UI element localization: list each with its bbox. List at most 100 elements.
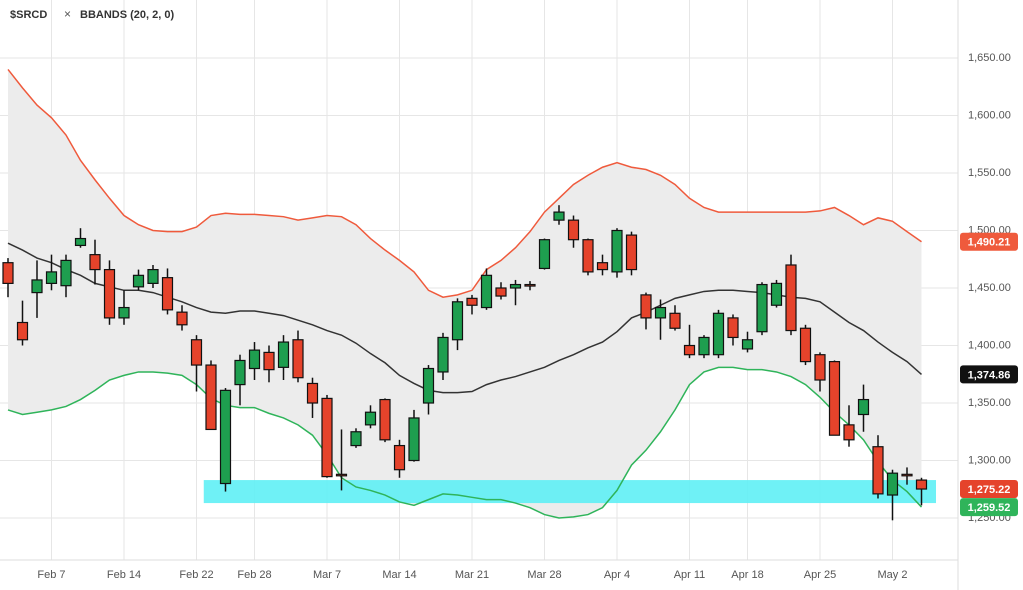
candle-body <box>857 398 870 416</box>
candle-body <box>872 446 884 495</box>
x-tick-label: Feb 14 <box>107 569 141 581</box>
candle-body <box>799 327 812 363</box>
band-fill <box>8 69 922 519</box>
candle-body <box>756 283 768 333</box>
candle-body <box>234 359 246 386</box>
y-tick-label: 1,400.00 <box>968 339 1011 351</box>
candle-body <box>379 398 391 441</box>
candle-body <box>625 234 638 271</box>
candle-body <box>828 361 841 436</box>
x-tick-label: Mar 28 <box>527 569 561 581</box>
indicator-close[interactable]: × <box>64 7 71 21</box>
candle-body <box>698 336 710 356</box>
candle-body <box>640 294 652 319</box>
x-tick-label: Mar 7 <box>313 569 341 581</box>
candle-body <box>712 312 725 356</box>
y-tick-label: 1,350.00 <box>968 397 1011 409</box>
candle-body <box>814 354 826 381</box>
candle-body <box>132 274 145 288</box>
y-tick-label: 1,550.00 <box>968 167 1011 179</box>
candle-body <box>263 351 275 371</box>
candle-body <box>103 268 116 319</box>
candle-body <box>306 382 319 404</box>
candle-body <box>176 311 188 326</box>
candle-body <box>60 259 72 287</box>
last-price-box <box>960 480 1018 499</box>
candle-body <box>118 306 130 319</box>
band-last-label: 1,490.21 <box>968 237 1011 249</box>
candle-body <box>16 321 29 341</box>
x-tick-label: Apr 11 <box>674 569 706 581</box>
candle-body <box>727 317 739 339</box>
candle-body <box>466 297 478 306</box>
x-tick-label: Mar 21 <box>455 569 489 581</box>
y-tick-label: 1,300.00 <box>968 454 1011 466</box>
x-tick-label: Apr 18 <box>731 569 763 581</box>
candle-body <box>89 254 101 271</box>
candle-body <box>408 417 420 462</box>
candle-body <box>611 229 623 273</box>
candle-body <box>495 287 507 297</box>
candle-body <box>190 339 203 366</box>
candle-body <box>654 306 667 319</box>
candle-body <box>785 264 797 332</box>
candle-body <box>161 277 174 311</box>
band-last-label: 1,374.86 <box>968 369 1011 381</box>
y-tick-label: 1,450.00 <box>968 282 1011 294</box>
candle-body <box>292 339 304 379</box>
candle-body <box>364 411 377 426</box>
candle-body <box>524 283 536 287</box>
candle-body <box>219 389 232 485</box>
y-tick-label: 1,650.00 <box>968 52 1011 64</box>
candle-body <box>31 279 43 294</box>
candle-body <box>350 431 362 447</box>
candle-body <box>248 349 261 370</box>
candle-body <box>843 424 855 441</box>
candle-body <box>567 219 580 241</box>
candle-body <box>596 262 609 271</box>
plot-layer <box>0 0 958 560</box>
band-last-box <box>960 365 1018 384</box>
candle-body <box>321 397 333 478</box>
candle-body <box>437 336 449 373</box>
candle-body <box>770 282 783 306</box>
x-tick-label: Apr 25 <box>804 569 836 581</box>
symbol: $SRCD <box>10 9 47 21</box>
candle-body <box>538 239 551 270</box>
x-tick-label: Feb 7 <box>37 569 65 581</box>
candle-body <box>553 211 565 221</box>
candle-body <box>901 473 913 477</box>
candle-body <box>915 479 928 490</box>
candle-body <box>147 268 159 284</box>
band-line <box>7 366 923 519</box>
y-tick-label: 1,600.00 <box>968 109 1011 121</box>
candle-body <box>741 339 754 350</box>
band-last-box <box>960 498 1018 517</box>
candle-body <box>480 274 493 309</box>
candle-body <box>509 283 522 289</box>
x-tick-label: May 2 <box>878 569 908 581</box>
candle-body <box>205 364 217 431</box>
candle-body <box>886 472 899 496</box>
x-tick-label: Feb 22 <box>179 569 213 581</box>
candle-body <box>335 473 348 477</box>
candle-body <box>451 301 464 341</box>
band-line <box>7 69 922 298</box>
band-line <box>7 242 922 394</box>
candle-body <box>683 344 696 356</box>
candle-body <box>2 262 14 284</box>
candle-body <box>74 237 87 247</box>
last-price-label: 1,275.22 <box>968 484 1011 496</box>
candle-body <box>422 367 435 404</box>
x-tick-label: Mar 14 <box>382 569 416 581</box>
candle-body <box>669 312 681 329</box>
candle-body <box>393 444 406 471</box>
candle-body <box>582 239 594 273</box>
x-tick-label: Apr 4 <box>604 569 630 581</box>
band-last-label: 1,259.52 <box>968 502 1011 514</box>
x-tick-label: Feb 28 <box>237 569 271 581</box>
candle-body <box>277 341 290 368</box>
indicator-label: BBANDS (20, 2, 0) <box>80 9 174 21</box>
highlight-zone <box>203 480 936 504</box>
